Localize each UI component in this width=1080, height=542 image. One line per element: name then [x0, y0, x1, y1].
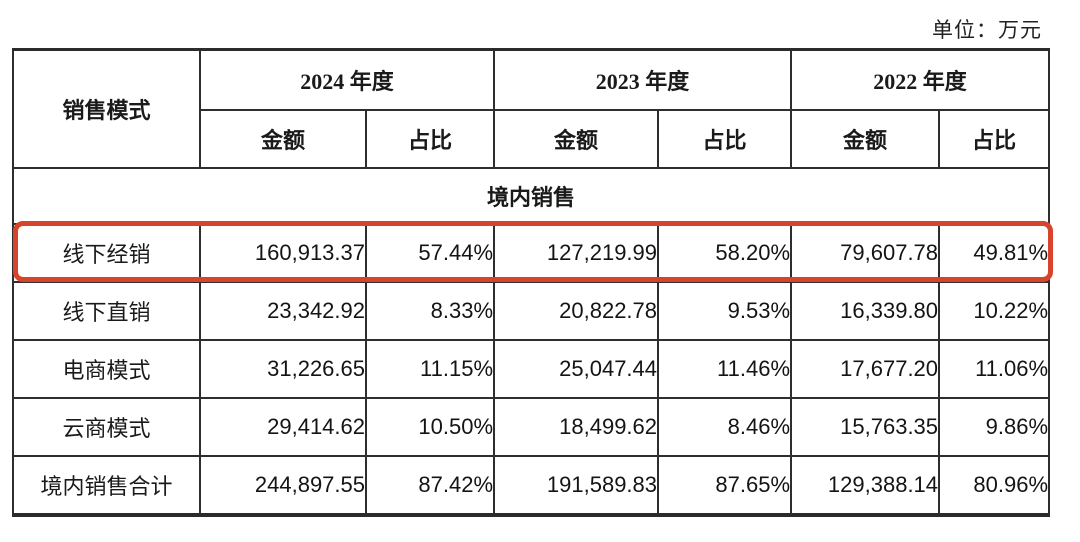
row-label: 境内销售合计	[12, 454, 201, 516]
sales-mode-table: 销售模式 2024 年度 2023 年度 2022 年度 金额 占比 金额 占比…	[11, 48, 1051, 517]
amount-cell: 29,414.62	[199, 396, 367, 457]
ratio-cell: 58.20%	[657, 222, 793, 283]
header-row-years: 销售模式 2024 年度 2023 年度 2022 年度	[12, 48, 1051, 169]
amount-cell: 15,763.35	[790, 396, 941, 457]
amount-cell: 127,219.99	[493, 222, 660, 283]
ratio-cell: 9.86%	[938, 396, 1051, 457]
row-label: 云商模式	[12, 396, 201, 457]
amount-cell: 17,677.20	[790, 338, 941, 399]
header-year-2022: 2022 年度	[790, 48, 1051, 111]
ratio-cell: 49.81%	[938, 222, 1051, 283]
section-row-domestic: 境内销售	[11, 166, 1051, 225]
table-row-domestic-total: 境内销售合计 244,897.55 87.42% 191,589.83 87.6…	[12, 454, 1051, 516]
ratio-cell: 80.96%	[938, 454, 1051, 516]
header-amount-2022: 金额	[790, 108, 941, 169]
header-year-2023: 2023 年度	[493, 48, 793, 111]
amount-cell: 129,388.14	[790, 454, 941, 516]
header-year-2024: 2024 年度	[198, 48, 496, 111]
ratio-cell: 10.22%	[938, 280, 1051, 341]
section-label: 境内销售	[11, 166, 1051, 225]
header-amount-2024: 金额	[199, 108, 367, 169]
amount-cell: 16,339.80	[790, 280, 941, 341]
ratio-cell: 8.46%	[657, 396, 793, 457]
row-label: 线下直销	[12, 280, 201, 341]
header-ratio-2023: 占比	[657, 108, 793, 169]
row-label: 电商模式	[12, 338, 201, 399]
ratio-cell: 87.65%	[657, 454, 793, 516]
ratio-cell: 11.46%	[657, 338, 793, 399]
header-ratio-2022: 占比	[938, 108, 1051, 169]
amount-cell: 160,913.37	[199, 222, 367, 283]
ratio-cell: 11.06%	[938, 338, 1051, 399]
ratio-cell: 10.50%	[364, 396, 496, 457]
header-ratio-2024: 占比	[364, 108, 496, 169]
ratio-cell: 57.44%	[364, 222, 496, 283]
amount-cell: 23,342.92	[199, 280, 367, 341]
header-sales-mode: 销售模式	[12, 48, 201, 169]
table-row-ecommerce: 电商模式 31,226.65 11.15% 25,047.44 11.46% 1…	[12, 338, 1051, 399]
header-row-subcols: 金额 占比 金额 占比 金额 占比	[13, 108, 1051, 169]
amount-cell: 20,822.78	[493, 280, 660, 341]
table-row-offline-direct: 线下直销 23,342.92 8.33% 20,822.78 9.53% 16,…	[12, 280, 1051, 341]
amount-cell: 79,607.78	[790, 222, 941, 283]
ratio-cell: 8.33%	[364, 280, 496, 341]
table-row-offline-distribution: 线下经销 160,913.37 57.44% 127,219.99 58.20%…	[12, 222, 1051, 283]
amount-cell: 25,047.44	[493, 338, 660, 399]
ratio-cell: 87.42%	[364, 454, 496, 516]
amount-cell: 191,589.83	[493, 454, 660, 516]
table-row-cloud-commerce: 云商模式 29,414.62 10.50% 18,499.62 8.46% 15…	[12, 396, 1051, 457]
ratio-cell: 9.53%	[657, 280, 793, 341]
sales-mode-table-container: 销售模式 2024 年度 2023 年度 2022 年度 金额 占比 金额 占比…	[11, 48, 1051, 517]
amount-cell: 244,897.55	[199, 454, 367, 516]
row-label: 线下经销	[12, 222, 201, 283]
amount-cell: 18,499.62	[493, 396, 660, 457]
unit-label: 单位：万元	[932, 18, 1042, 42]
amount-cell: 31,226.65	[199, 338, 367, 399]
ratio-cell: 11.15%	[364, 338, 496, 399]
header-amount-2023: 金额	[493, 108, 660, 169]
